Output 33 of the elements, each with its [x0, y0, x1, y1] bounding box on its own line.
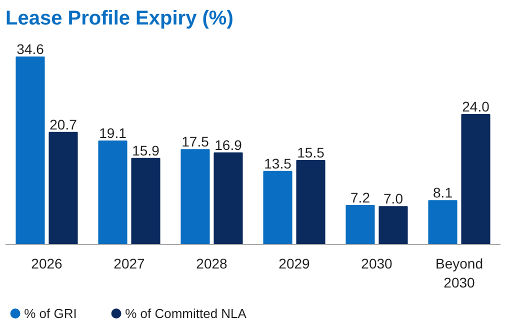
x-tick-label: 2026 [31, 256, 63, 272]
chart-title: Lease Profile Expiry (%) [6, 8, 234, 30]
legend-label: % of GRI [24, 306, 77, 321]
x-tick-label: Beyond 2030 [436, 256, 483, 291]
data-label: 34.6 [16, 41, 44, 57]
bar [378, 206, 408, 244]
bar [48, 132, 78, 244]
bar [296, 160, 326, 244]
data-label: 20.7 [50, 116, 78, 132]
data-label: 15.9 [132, 142, 160, 158]
data-label: 7.0 [384, 190, 404, 207]
bar [214, 152, 243, 244]
data-label: 16.9 [214, 136, 242, 153]
data-label: 19.1 [99, 124, 127, 141]
data-label: 15.5 [297, 144, 325, 161]
data-label: 7.2 [350, 189, 370, 206]
x-tick-label: 2029 [278, 256, 310, 272]
data-label: 13.5 [264, 155, 292, 172]
bar [16, 56, 45, 244]
data-label: 8.1 [433, 184, 453, 201]
x-tick-label: 2027 [114, 256, 146, 272]
legend-label: % of Committed NLA [125, 306, 247, 321]
x-tick-label: 2028 [196, 256, 228, 272]
bar [180, 149, 210, 244]
bar [346, 204, 375, 244]
bar [428, 200, 458, 244]
data-label: 17.5 [182, 134, 210, 150]
bar [98, 140, 128, 244]
data-label: 24.0 [462, 98, 490, 114]
bar [263, 170, 292, 244]
bar [131, 158, 160, 244]
x-tick-label: 2030 [361, 256, 393, 272]
bar [461, 114, 490, 244]
